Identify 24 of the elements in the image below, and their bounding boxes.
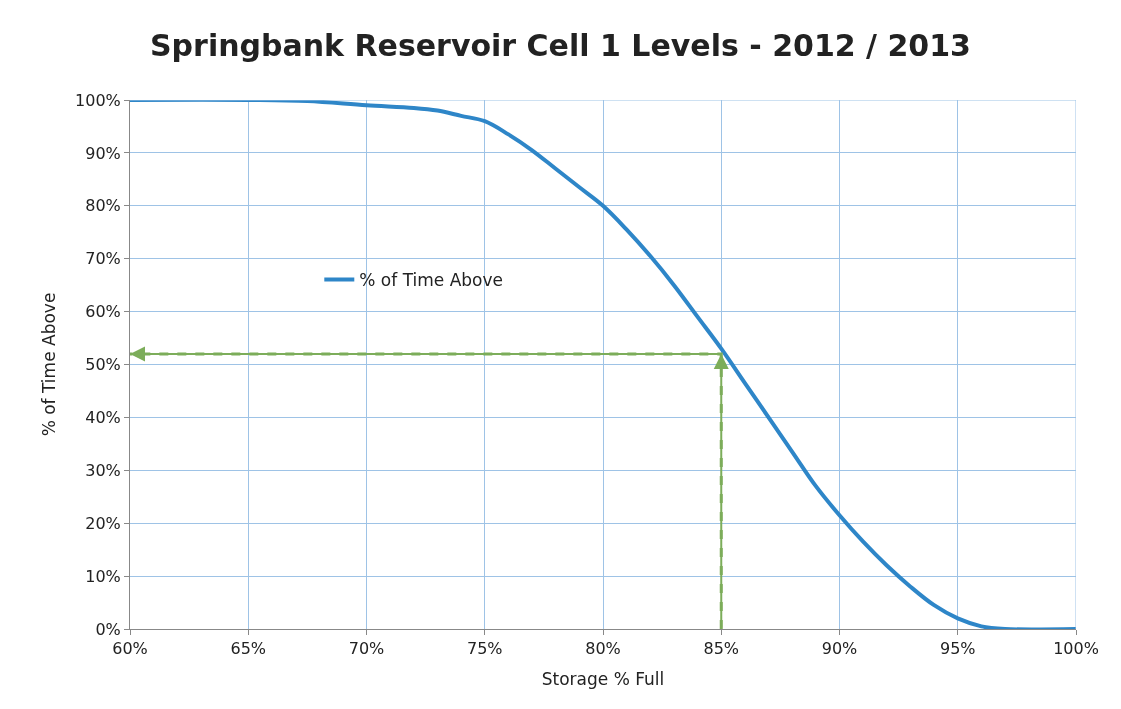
x-tick-label: 60% (112, 639, 148, 659)
x-tick-label: 80% (585, 639, 621, 659)
y-tick-label: 90% (85, 143, 121, 163)
y-tick-label: 40% (85, 408, 121, 427)
x-tick-label: 90% (821, 639, 858, 659)
y-tick-label: 10% (85, 566, 121, 586)
x-tick-label: 70% (348, 639, 385, 659)
y-tick-label: 0% (95, 619, 121, 639)
x-tick-label: 85% (703, 639, 740, 659)
y-tick-label: 80% (85, 196, 121, 216)
x-tick-label: 65% (230, 639, 267, 659)
x-tick-label: 100% (1053, 639, 1099, 659)
y-tick-label: 60% (85, 302, 121, 322)
chart-title: Springbank Reservoir Cell 1 Levels - 2012 / 2013 (150, 28, 971, 64)
x-tick-label: 95% (939, 639, 976, 659)
y-axis-title: % of Time Above (38, 292, 59, 437)
y-tick-label: 100% (75, 90, 121, 110)
y-tick-label: 30% (85, 460, 121, 480)
y-tick-label: 50% (85, 355, 121, 375)
legend-label: % of Time Above (359, 270, 503, 291)
x-tick-label: 75% (466, 639, 503, 659)
y-tick-label: 70% (85, 249, 121, 269)
x-axis-title: Storage % Full (541, 668, 665, 689)
y-tick-label: 20% (85, 513, 121, 533)
